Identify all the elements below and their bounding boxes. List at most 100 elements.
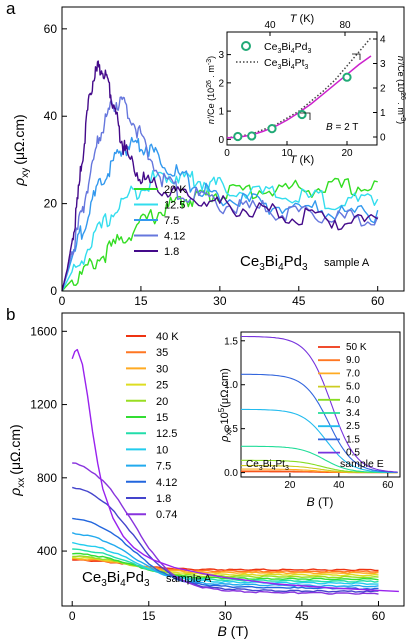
inset-a-bottom-tick-label: 10: [281, 148, 293, 159]
panel-a-series-line: [61, 60, 379, 292]
inset-data-point: [267, 124, 277, 134]
inset-pt3-curve: [226, 37, 372, 139]
panel-b-inset-legend: 50 K 9.0 7.0 5.0 4.0 3.4 2.5 1.5 0.5: [318, 342, 367, 459]
panel-a-legend: 20 K 12.5 7.5 4.12 1.8: [134, 184, 187, 258]
inset-a-left-tick-label: 1: [218, 107, 224, 118]
panel-b-legend-label: 7.5: [156, 461, 171, 473]
panel-b-legend-label: 25: [156, 380, 168, 392]
panel-b-y-axis-label: ρxx(μΩ.cm): [7, 424, 27, 496]
panel-b-label: b: [6, 305, 15, 324]
panel-b-inset-legend-label: 2.5: [346, 421, 360, 432]
inset-a-right-tick-label: 0: [380, 133, 386, 144]
panel-b-legend-label: 40 K: [156, 331, 179, 343]
panel-b-inset-legend-label: 7.0: [346, 368, 360, 379]
panel-b-frame: [61, 312, 405, 607]
panel-b-legend-label: 0.74: [156, 509, 177, 521]
panel-a-inset-frame: [226, 31, 378, 146]
panel-b-x-ticks: 0 15 30 45 60: [69, 601, 386, 623]
panel-b-series-line: [72, 555, 379, 579]
panel-b-inset-series-line: [241, 445, 398, 474]
inset-data-point: [342, 72, 352, 82]
panel-a-legend-label: 1.8: [164, 246, 179, 258]
panel-b-x-tick-label: 45: [295, 609, 309, 623]
panel-b-peak-curve: [71, 348, 399, 593]
panel-b-y-tick-label: 1200: [30, 398, 57, 412]
panel-a-x-ticks: 0 15 30 45 60: [59, 286, 385, 308]
panel-a-frame: [61, 6, 405, 292]
panel-a-inset-top-axis-label: T (K): [290, 13, 314, 25]
panel-b-inset-legend-label: 5.0: [346, 382, 360, 393]
panel-b-series-line: [71, 532, 379, 588]
inset-data-point: [297, 109, 307, 120]
inset-b-y-tick-label: 0.0: [224, 468, 238, 479]
inset-a-right-tick-label: 1: [380, 108, 386, 119]
panel-a-y-tick-label: 20: [44, 197, 58, 211]
panel-b-legend-label: 10: [156, 444, 168, 456]
panel-b-legend: 40 K 35 30 25 20 15 12.5 10 7.5 4.12 1.8 0.74: [126, 331, 179, 521]
panel-a-curves: [61, 60, 379, 292]
inset-a-right-tick-label: 2: [380, 84, 386, 95]
panel-a-x-tick-label: 15: [134, 294, 148, 308]
panel-b-legend-label: 4.12: [156, 477, 177, 489]
panel-b-legend-label: 15: [156, 412, 168, 424]
panel-b-y-tick-label: 400: [37, 544, 57, 558]
panel-a-legend-label: 20 K: [164, 184, 187, 196]
panel-a-legend-label: 4.12: [164, 231, 185, 243]
inset-legend-circle-icon: [241, 41, 251, 51]
panel-b-x-tick-label: 60: [372, 609, 386, 623]
panel-a-legend-label: 7.5: [164, 215, 179, 227]
panel-a-inset-bottom-axis-label: T (K): [290, 154, 314, 166]
panel-b-inset-frame: [240, 331, 401, 478]
panel-b-curves: [71, 348, 399, 595]
panel-b-x-axis-label: B (T): [217, 623, 248, 639]
panel-a-inset-left-label: n'/Ce (1026 . m-3): [206, 56, 216, 124]
panel-b-inset-legend-label: 1.5: [346, 434, 360, 445]
panel-b-inset-x-axis-label: B (T): [307, 495, 334, 509]
inset-a-left-tick-label: 2: [218, 78, 224, 89]
panel-a-y-tick-label: 0: [50, 284, 57, 298]
inset-b-y-tick-label: 1.5: [224, 336, 238, 347]
panel-b-series-line: [71, 486, 379, 593]
inset-a-left-tick-label: 0: [218, 135, 224, 146]
panel-a-x-tick-label: 0: [59, 294, 66, 308]
panel-a-series-line: [61, 170, 379, 292]
panel-b-inset-y-axis-label: ρxx 105(μΩ.cm): [217, 368, 233, 443]
panel-a-inset-right-label: n'/Ce (1026 . m-3): [396, 56, 406, 124]
panel-a-sample-note: sample A: [324, 257, 370, 269]
panel-b-legend-label: 20: [156, 396, 168, 408]
panel-a-sample-label: Ce3Bi4Pd3: [240, 253, 308, 273]
inset-b-y-tick-label: 0.5: [224, 424, 238, 435]
panel-a-series-line: [61, 177, 378, 292]
panel-a-y-ticks: 0 20 40 60: [44, 22, 67, 298]
panel-a-label: a: [6, 0, 16, 18]
panel-b-series-line: [72, 541, 379, 585]
inset-a-bottom-tick-label: 0: [224, 148, 230, 159]
panel-a-inset: 0 10 20 40 80 0 1 2 3 0 1 2 3 4 T (K) T (K) n'/Ce (10…: [206, 13, 406, 166]
inset-b-x-tick-label: 40: [333, 480, 345, 491]
panel-b-y-tick-label: 1600: [30, 324, 57, 338]
inset-a-top-tick-label: 40: [264, 20, 276, 31]
inset-a-right-tick-label: 3: [380, 59, 386, 70]
inset-b-y-tick-label: 1.0: [224, 380, 238, 391]
panel-a-legend-label: 12.5: [164, 200, 185, 212]
panel-b-sample-note: sample A: [166, 573, 212, 585]
inset-legend-pd3: Ce3Bi4Pd3: [264, 41, 311, 55]
panel-b-inset-series-line: [241, 408, 398, 473]
inset-field-note: B = 2 T: [326, 122, 358, 133]
panel-b-inset-legend-label: 9.0: [346, 355, 360, 366]
panel-b-inset-legend-label: 50 K: [346, 342, 367, 353]
inset-b-x-tick-label: 20: [284, 480, 296, 491]
panel-b-series-line: [72, 552, 379, 581]
panel-b-sample-label: Ce3Bi4Pd3: [82, 569, 150, 589]
panel-a-series-line: [61, 96, 379, 292]
panel-b-x-tick-label: 15: [142, 609, 156, 623]
panel-b-series-line: [72, 548, 379, 583]
panel-b-inset-legend-label: 0.5: [346, 448, 360, 459]
panel-a-x-tick-label: 30: [213, 294, 227, 308]
panel-b-x-tick-label: 30: [219, 609, 233, 623]
panel-b-legend-label: 35: [156, 347, 168, 359]
inset-a-bottom-tick-label: 20: [341, 148, 353, 159]
inset-a-top-tick-label: 80: [339, 20, 351, 31]
panel-b-inset-sample-label: Ce3Bi4Pt3: [246, 459, 289, 472]
